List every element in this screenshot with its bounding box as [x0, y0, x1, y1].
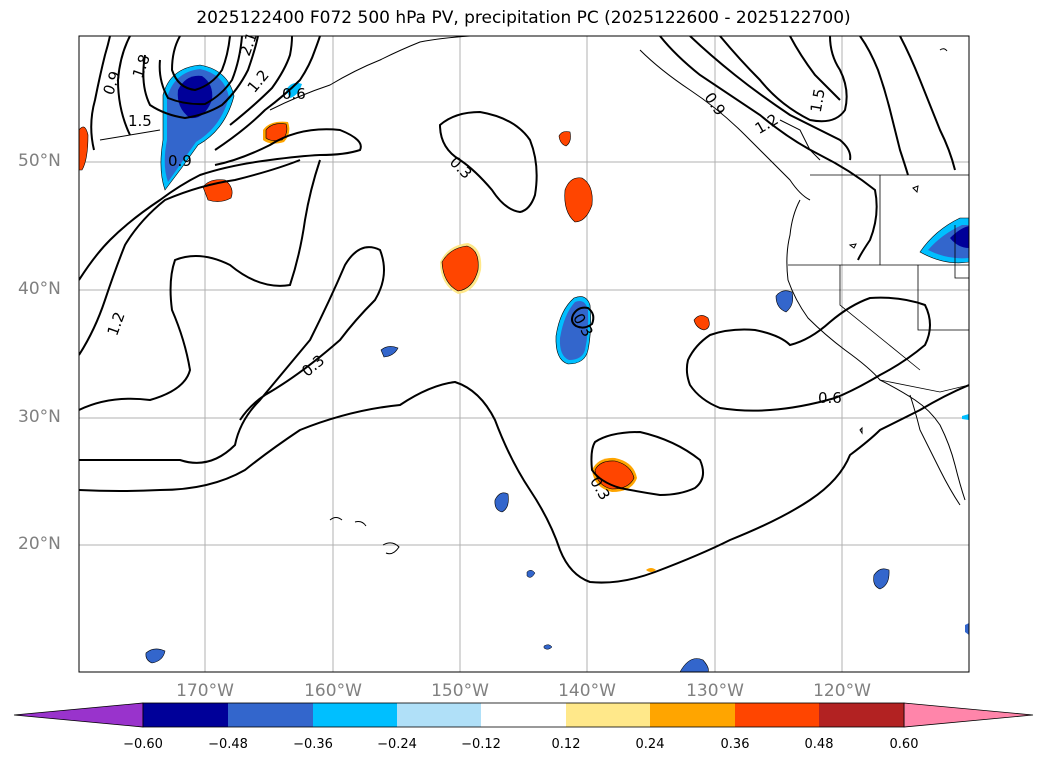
precip-blob — [494, 492, 509, 513]
colorbar-low-arrow — [13, 702, 144, 728]
colorbar-high-arrow — [903, 702, 1034, 728]
lat-label: 40°N — [18, 279, 61, 299]
colorbar-tick-label: −0.48 — [208, 737, 248, 752]
colorbar-tick-label: 0.36 — [720, 737, 750, 752]
contour-line — [79, 380, 969, 584]
contour-line — [859, 36, 909, 176]
contour-label: 0.9 — [168, 152, 192, 170]
colorbar-segment — [228, 703, 313, 727]
colorbar-tick-label: 0.48 — [804, 737, 834, 752]
lon-label: 150°W — [431, 681, 489, 701]
lon-label: 120°W — [813, 681, 871, 701]
precip-blob — [564, 177, 593, 223]
precip-blob — [441, 245, 479, 292]
colorbar-tick-label: −0.60 — [123, 737, 163, 752]
contour-line — [79, 159, 321, 411]
colorbar-frame — [142, 702, 905, 728]
contour-line — [142, 36, 259, 120]
contour-line — [571, 306, 595, 329]
contour-line — [90, 36, 111, 151]
plot-frame — [78, 35, 970, 673]
colorbar-tick-label: −0.24 — [377, 737, 417, 752]
contour-line — [789, 36, 841, 101]
precip-blob — [965, 623, 969, 635]
colorbar-segment — [481, 703, 566, 727]
colorbar-tick-label: 0.60 — [889, 737, 919, 752]
contour-line — [79, 159, 301, 356]
map-title: 2025122400 F072 500 hPa PV, precipitatio… — [196, 8, 851, 28]
precip-blob — [559, 301, 589, 360]
lat-label: 20°N — [18, 534, 61, 554]
lat-label: 50°N — [18, 151, 61, 171]
contour-line — [659, 36, 878, 261]
contour-line — [214, 36, 321, 151]
political-borders — [788, 174, 969, 393]
lon-label: 160°W — [304, 681, 362, 701]
contour-label: 0.3 — [446, 153, 476, 183]
colorbar-segment — [313, 703, 397, 727]
contour-label: 0.3 — [298, 351, 328, 380]
colorbar-segment — [566, 703, 650, 727]
precip-blob — [962, 414, 969, 420]
lon-label: 170°W — [176, 681, 234, 701]
contour-line — [689, 36, 852, 161]
contour-line — [719, 36, 848, 123]
contour-label: 1.8 — [129, 52, 154, 81]
precip-blob — [79, 126, 89, 171]
precip-blob — [543, 644, 553, 650]
colorbar-tick-label: 0.12 — [551, 737, 581, 752]
contour-label: 0.9 — [99, 69, 124, 98]
colorbar-segment — [397, 703, 481, 727]
precip-blob — [526, 570, 536, 578]
precip-blob — [286, 82, 302, 98]
islands — [848, 48, 948, 435]
lon-label: 130°W — [686, 681, 744, 701]
colorbar-segment — [650, 703, 735, 727]
contour-line — [590, 430, 705, 497]
colorbar-tick-label: −0.12 — [461, 737, 501, 752]
contour-label: 1.2 — [752, 110, 782, 138]
precip-blob — [380, 346, 399, 358]
contour-line — [170, 36, 231, 92]
precip-blob — [775, 290, 794, 313]
contour-label: 0.6 — [818, 389, 842, 407]
coastlines — [99, 36, 966, 555]
contour-label: 1.5 — [128, 112, 152, 130]
colorbar-segment — [735, 703, 819, 727]
contour-line — [116, 36, 131, 136]
precip-blob — [873, 568, 890, 590]
contour-label: 0.9 — [701, 89, 729, 119]
contour-line — [438, 110, 538, 214]
precip-blob — [145, 648, 166, 664]
colorbar-tick-label: −0.36 — [293, 737, 333, 752]
colorbar-segment — [143, 703, 228, 727]
contour-label: 1.5 — [807, 87, 829, 114]
contour-line — [685, 296, 931, 412]
colorbar — [13, 702, 1034, 728]
contour-line — [79, 128, 362, 281]
contour-line — [79, 246, 385, 464]
precip-blob — [679, 658, 709, 672]
gridlines — [79, 36, 969, 672]
contour-label: 1.2 — [104, 309, 129, 338]
precip-blob — [693, 315, 710, 331]
colorbar-segment — [819, 703, 904, 727]
precip-positive-areas — [79, 121, 710, 572]
contour-line — [229, 36, 293, 126]
precip-blob — [646, 568, 656, 572]
lat-label: 30°N — [18, 407, 61, 427]
lon-label: 140°W — [558, 681, 616, 701]
contour-label: 0.6 — [282, 85, 306, 103]
colorbar-tick-label: 0.24 — [635, 737, 665, 752]
pv-contours — [79, 36, 969, 584]
precip-blob — [265, 123, 288, 141]
contour-label: 2.1 — [236, 30, 261, 59]
precip-negative-areas — [145, 64, 969, 672]
contour-line — [158, 36, 243, 106]
precip-blob — [558, 131, 571, 147]
contour-line — [899, 36, 956, 171]
